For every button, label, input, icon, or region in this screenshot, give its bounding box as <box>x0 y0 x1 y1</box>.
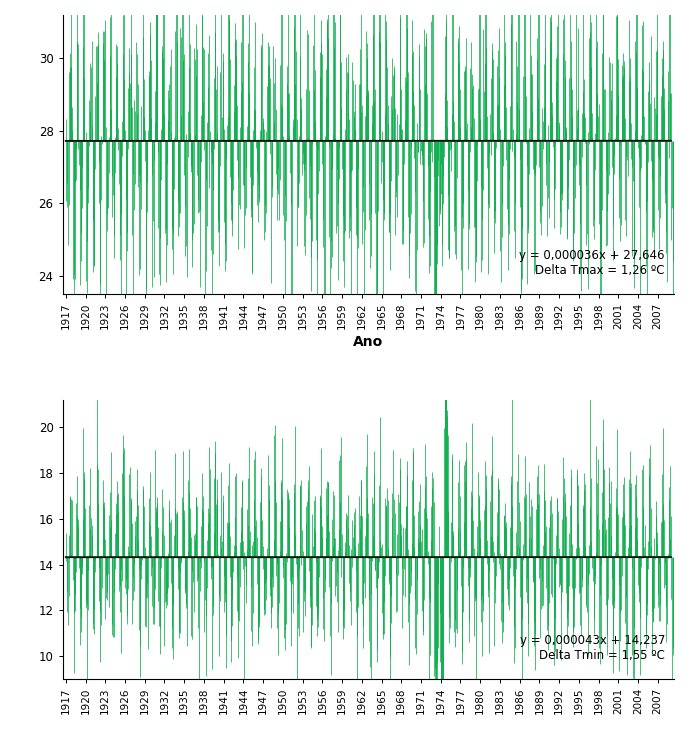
Text: y = 0,000036x + 27,646
Delta Tmax = 1,26 ºC: y = 0,000036x + 27,646 Delta Tmax = 1,26… <box>519 249 665 277</box>
Text: y = 0,000043x + 14,237
Delta Tmin = 1,55 ºC: y = 0,000043x + 14,237 Delta Tmin = 1,55… <box>520 634 665 662</box>
X-axis label: Ano: Ano <box>353 335 384 349</box>
